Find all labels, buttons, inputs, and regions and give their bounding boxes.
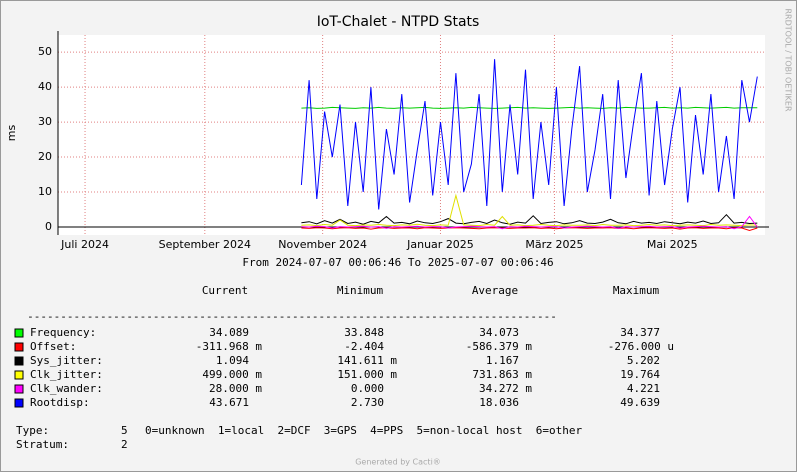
legend-swatch [14,384,24,394]
legend-value: 34.089 [209,326,249,339]
legend-value: 33.848 [344,326,384,339]
legend-value: 141.611 m [337,354,397,367]
legend-value: 151.000 m [337,368,397,381]
y-tick-label: 40 [38,80,52,93]
legend-label: Rootdisp: [30,396,90,409]
x-tick-label: Januar 2025 [406,238,474,251]
info-value: 5 [121,424,128,437]
series-line [301,215,758,230]
legend-header: Minimum [337,284,384,297]
y-axis-label: ms [5,125,18,142]
series-line [301,213,758,225]
legend-swatch [14,328,24,338]
legend-value: 34.272 m [479,382,532,395]
legend-value: 499.000 m [202,368,262,381]
y-tick-label: 50 [38,45,52,58]
legend-value: -276.000 u [608,340,674,353]
legend-value: -586.379 m [466,340,533,353]
legend-value: 43.671 [209,396,249,409]
y-tick-label: 0 [45,220,52,233]
legend-value: -311.968 m [196,340,263,353]
chart-title: IoT-Chalet - NTPD Stats [317,14,480,30]
legend-value: 34.377 [620,326,660,339]
x-tick-label: November 2024 [278,238,367,251]
legend-value: 1.094 [216,354,249,367]
legend-value: -2.404 [344,340,384,353]
series-line [301,227,758,232]
plot-area [58,35,765,235]
legend-value: 0.000 [351,382,384,395]
legend-label: Clk_jitter: [30,368,103,381]
info-text: 0=unknown 1=local 2=DCF 3=GPS 4=PPS 5=no… [145,424,582,437]
x-tick-label: Mai 2025 [647,238,698,251]
legend-value: 28.000 m [209,382,262,395]
period: From 2024-07-07 00:06:46 To 2025-07-07 0… [242,256,553,269]
legend-value: 1.167 [486,354,519,367]
legend-swatch [14,342,24,352]
legend-value: 34.073 [479,326,519,339]
legend-label: Offset: [30,340,76,353]
info-value: 2 [121,438,128,451]
x-tick-label: März 2025 [525,238,583,251]
legend-label: Frequency: [30,326,96,339]
legend-value: 5.202 [627,354,660,367]
series-line [300,59,758,210]
legend-value: 49.639 [620,396,660,409]
legend-swatch [14,370,24,380]
legend-value: 4.221 [627,382,660,395]
legend-value: 19.764 [620,368,660,381]
legend-value: 731.863 m [472,368,532,381]
legend-swatch [14,356,24,366]
legend-label: Clk_wander: [30,382,103,395]
legend-header: Maximum [613,284,660,297]
legend-header: Average [472,284,518,297]
info-label: Type: [16,424,49,437]
watermark: RRDTOOL / TOBI OETIKER [784,8,793,111]
legend-value: 2.730 [351,396,384,409]
y-tick-label: 30 [38,115,52,128]
separator: ----------------------------------------… [27,310,557,323]
y-tick-label: 20 [38,150,52,163]
legend-label: Sys_jitter: [30,354,103,367]
info-label: Stratum: [16,438,69,451]
x-tick-label: Juli 2024 [60,238,109,251]
legend-value: 18.036 [479,396,519,409]
legend-header: Current [202,284,248,297]
x-tick-label: September 2024 [159,238,251,251]
series-line [301,193,758,227]
legend-swatch [14,398,24,408]
footer: Generated by Cacti® [355,458,441,467]
y-tick-label: 10 [38,185,52,198]
